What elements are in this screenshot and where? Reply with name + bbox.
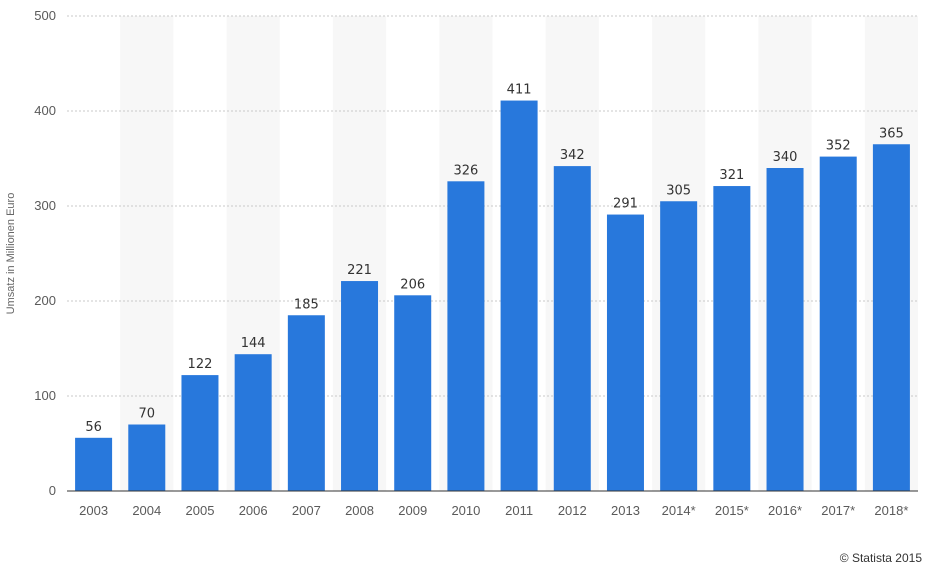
- bar: [394, 295, 432, 491]
- bar: [75, 437, 113, 491]
- column-band: [120, 16, 174, 491]
- x-tick-label: 2008: [345, 503, 374, 518]
- bar: [234, 354, 272, 491]
- x-axis-ticks: 2003 2004 2005 2006 2007 2008 2009 2010 2011 2012…: [79, 503, 908, 518]
- bar: [553, 166, 591, 491]
- bar-value-label: 411: [507, 83, 532, 98]
- y-tick-label: 0: [49, 483, 56, 498]
- x-tick-label: 2013: [611, 503, 640, 518]
- x-tick-label: 2012: [558, 503, 587, 518]
- x-tick-label: 2005: [186, 503, 215, 518]
- x-tick-label: 2011: [505, 503, 533, 518]
- bar-value-label: 122: [188, 357, 213, 372]
- x-tick-label: 2017*: [821, 503, 855, 518]
- bar: [500, 100, 538, 492]
- x-tick-label: 2006: [239, 503, 268, 518]
- y-tick-label: 400: [34, 103, 56, 118]
- x-tick-label: 2004: [132, 503, 161, 518]
- bar-value-label: 221: [347, 263, 372, 278]
- x-tick-label: 2003: [79, 503, 108, 518]
- bar: [606, 214, 644, 492]
- bar: [287, 315, 325, 491]
- x-tick-label: 2016*: [768, 503, 802, 518]
- bar: [766, 168, 804, 491]
- bar: [128, 424, 166, 491]
- bar-value-label: 291: [613, 197, 638, 212]
- bar: [819, 156, 857, 491]
- bar: [181, 375, 219, 491]
- y-tick-label: 300: [34, 198, 56, 213]
- bar-value-label: 206: [400, 277, 425, 292]
- bar-value-label: 365: [879, 126, 904, 141]
- x-tick-label: 2010: [451, 503, 480, 518]
- y-tick-label: 200: [34, 293, 56, 308]
- bar-value-label: 342: [560, 148, 585, 163]
- y-tick-label: 100: [34, 388, 56, 403]
- source-credit: © Statista 2015: [839, 551, 922, 565]
- bar: [713, 186, 751, 492]
- bar-value-label: 305: [666, 183, 691, 198]
- bar-value-labels: 56 70 122 144 185 221 206 326 411 342 291 305 321 340…: [85, 83, 904, 435]
- x-tick-label: 2018*: [874, 503, 908, 518]
- bars: [75, 100, 910, 492]
- y-axis-ticks: 0 100 200 300 400 500: [34, 8, 56, 498]
- bar-value-label: 340: [773, 150, 798, 165]
- bar: [447, 181, 485, 492]
- y-axis-title: Umsatz in Millionen Euro: [5, 193, 17, 315]
- bar-value-label: 70: [139, 407, 156, 422]
- bar-value-label: 185: [294, 297, 319, 312]
- bar: [872, 144, 910, 491]
- bar-value-label: 144: [241, 336, 266, 351]
- x-tick-label: 2009: [398, 503, 427, 518]
- bar-value-label: 326: [453, 163, 478, 178]
- x-tick-label: 2015*: [715, 503, 749, 518]
- bar: [341, 281, 379, 491]
- x-tick-label: 2014*: [662, 503, 696, 518]
- x-tick-label: 2007: [292, 503, 321, 518]
- bar-value-label: 321: [719, 168, 744, 183]
- bar-value-label: 352: [826, 139, 851, 154]
- bar-value-label: 56: [85, 420, 102, 435]
- y-tick-label: 500: [34, 8, 56, 23]
- bar: [660, 201, 698, 491]
